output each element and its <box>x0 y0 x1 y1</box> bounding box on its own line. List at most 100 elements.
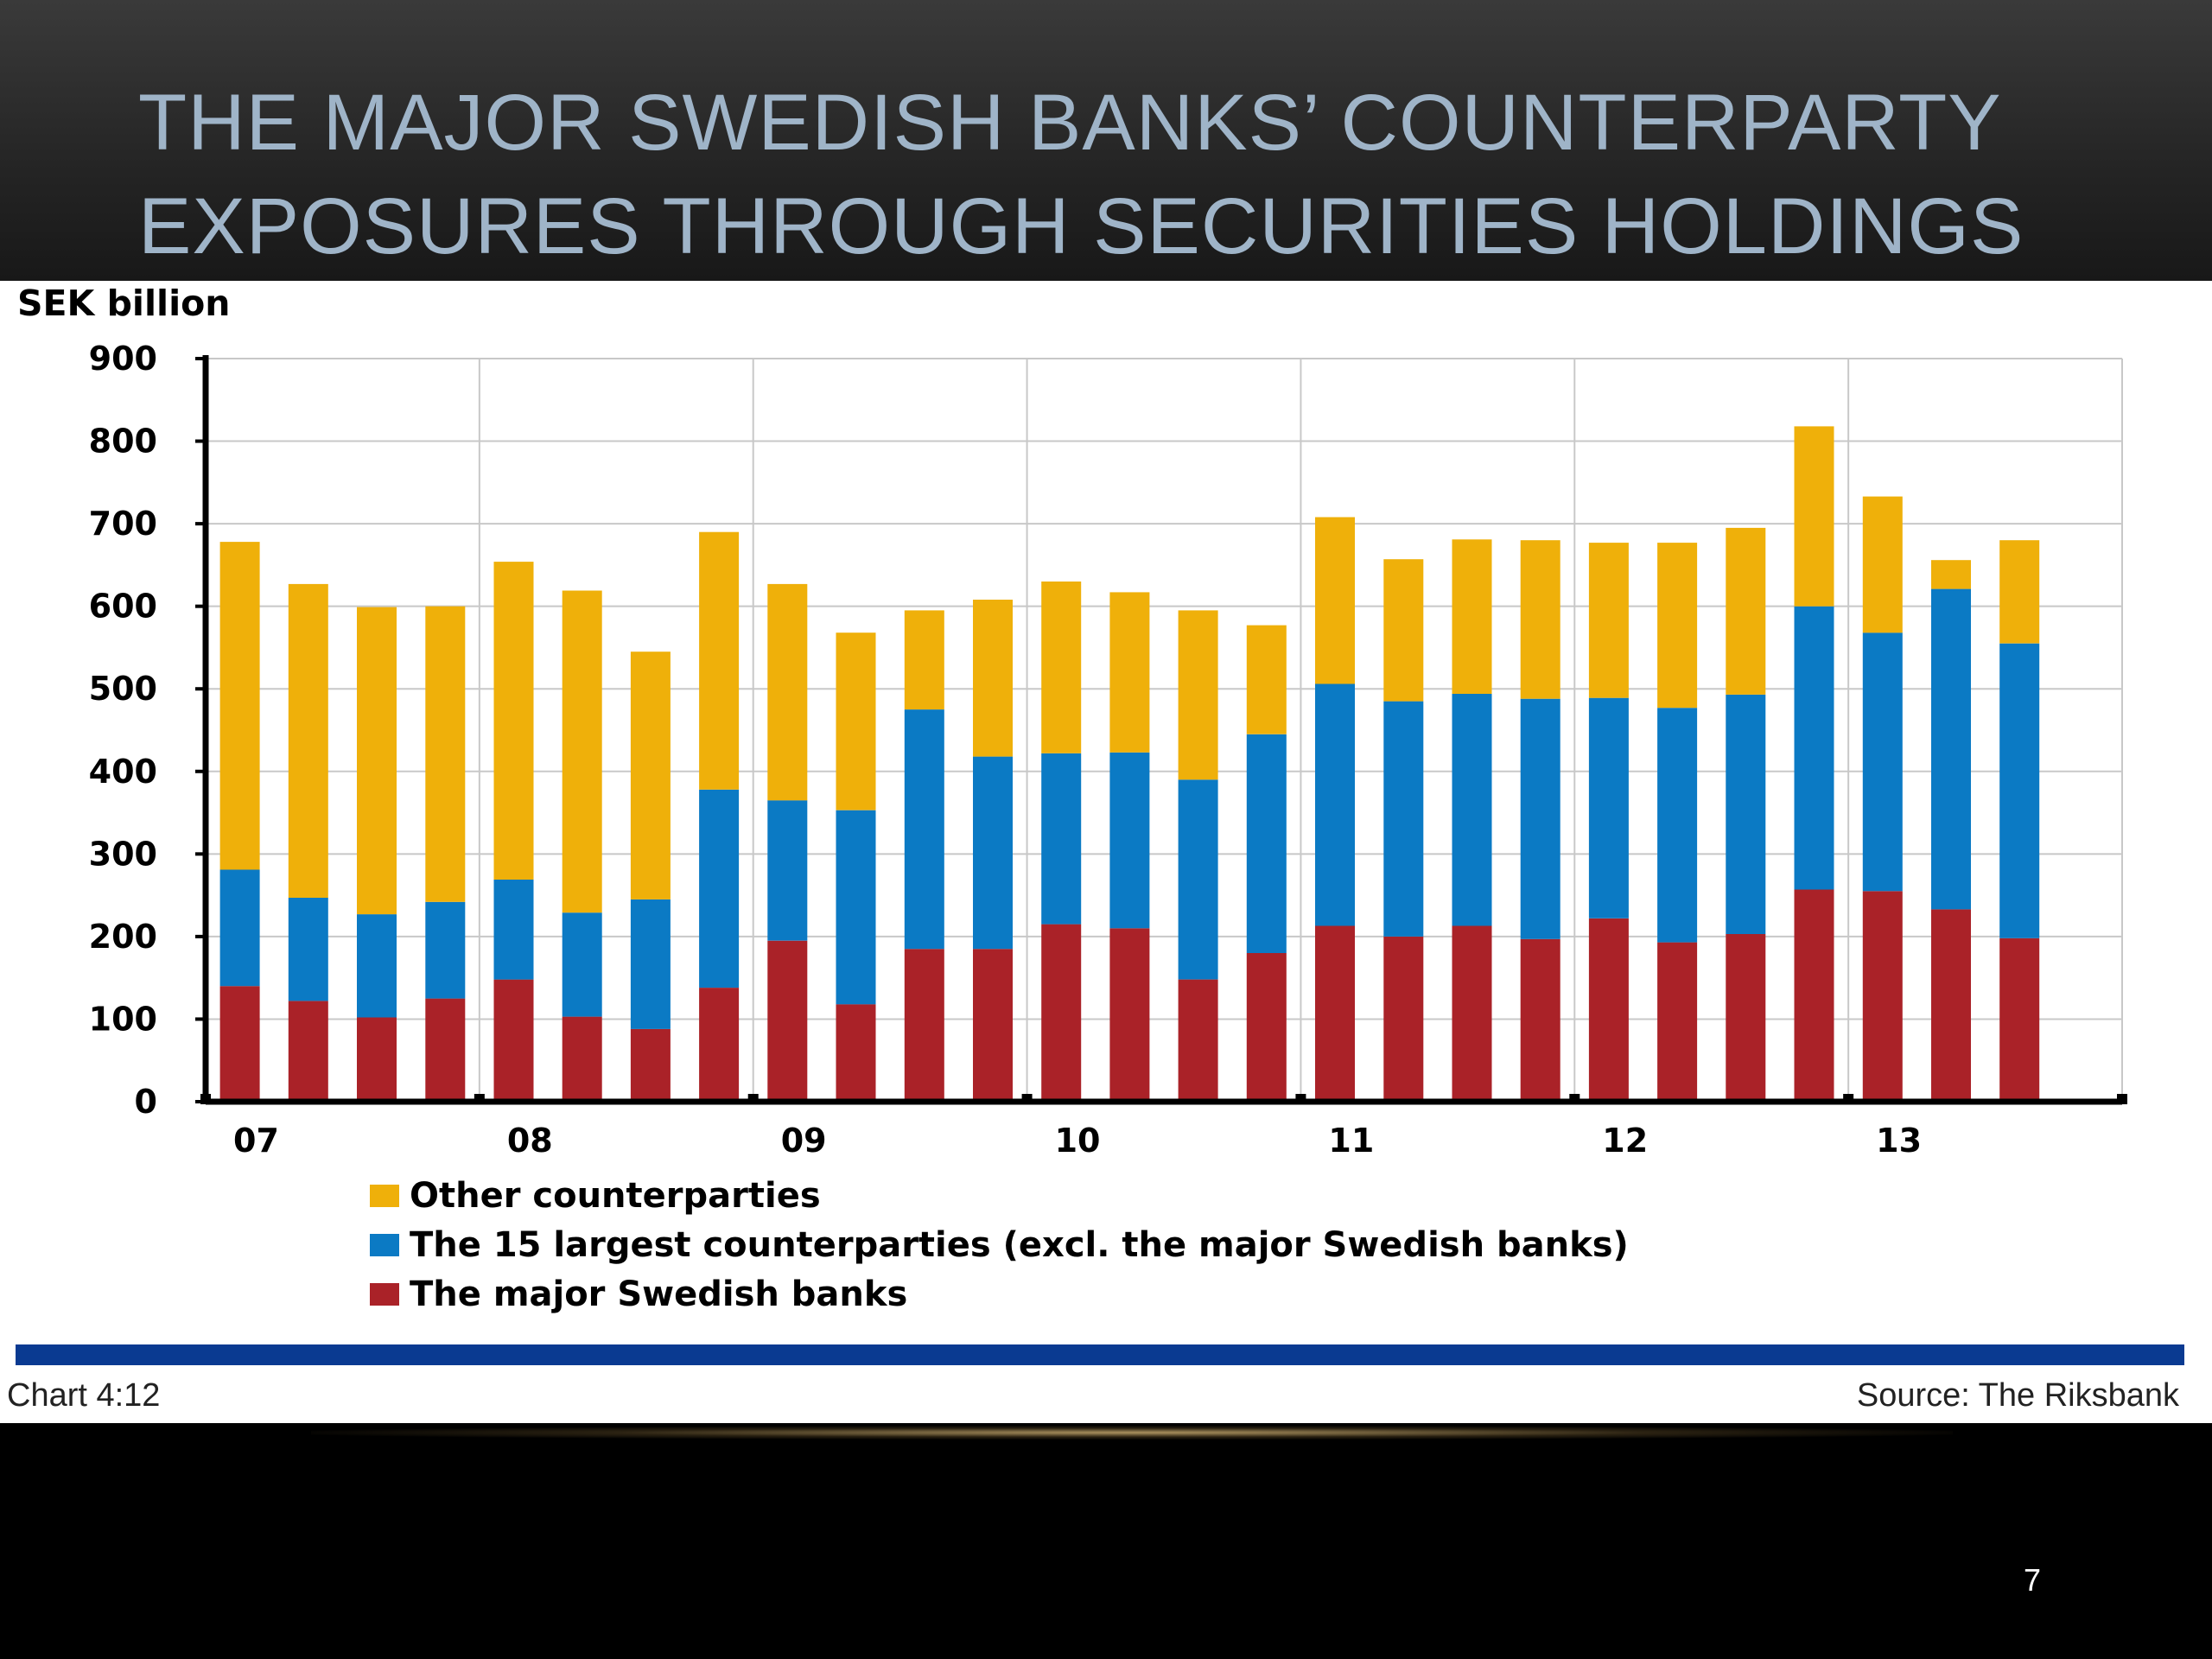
panel-bottom-glow <box>311 1426 1953 1440</box>
bar-segment-series-1 <box>836 810 876 1005</box>
bar-segment-series-2 <box>1999 540 2040 644</box>
bar-segment-series-0 <box>1520 938 1560 1102</box>
bar-segment-series-1 <box>904 709 944 950</box>
x-tick-label: 13 <box>1876 1122 1922 1160</box>
chart-panel: 0 100 200 300 400 500 600 700 800 900 07 08 09 10 11 12… <box>0 281 2212 1423</box>
bar-segment-series-0 <box>767 940 808 1102</box>
x-tick-mark <box>1295 1094 1306 1104</box>
bar-segment-series-0 <box>1452 925 1492 1102</box>
bar-segment-series-1 <box>1931 588 1971 910</box>
bar-segment-series-0 <box>357 1017 397 1102</box>
bar-segment-series-2 <box>1383 559 1424 702</box>
bar-segment-series-2 <box>1178 610 1218 780</box>
bar-segment-series-2 <box>767 583 808 801</box>
bar-segment-series-2 <box>1794 426 1834 607</box>
bar-segment-series-2 <box>1246 625 1287 734</box>
bar-segment-series-0 <box>1109 928 1150 1102</box>
x-tick-mark <box>747 1094 759 1104</box>
y-tick-label: 900 <box>89 340 157 378</box>
legend-label: The major Swedish banks <box>410 1274 907 1314</box>
bar-segment-series-0 <box>1657 942 1698 1102</box>
bar-segment-series-1 <box>1794 606 1834 890</box>
bar-segment-series-0 <box>1588 918 1629 1102</box>
bar-segment-series-1 <box>1726 694 1766 934</box>
bar-segment-series-0 <box>1999 938 2040 1102</box>
bar-segment-series-2 <box>630 652 671 899</box>
slide-header: THE MAJOR SWEDISH BANKS’ COUNTERPARTY EX… <box>0 0 2212 281</box>
bar-segment-series-1 <box>288 898 328 1001</box>
bar-segment-series-0 <box>904 949 944 1102</box>
bar-segment-series-0 <box>288 1001 328 1102</box>
slide-title: THE MAJOR SWEDISH BANKS’ COUNTERPARTY EX… <box>138 71 2039 278</box>
chart-svg: 0 100 200 300 400 500 600 700 800 900 07 08 09 10 11 12… <box>7 283 2184 1414</box>
y-tick-label: 300 <box>89 835 157 873</box>
bar-segment-series-1 <box>1383 701 1424 937</box>
bar-segment-series-0 <box>1931 909 1971 1102</box>
bar-segment-series-2 <box>288 583 328 898</box>
slide-title-line-1: THE MAJOR SWEDISH BANKS’ COUNTERPARTY <box>138 79 2002 167</box>
bar-segment-series-0 <box>1726 934 1766 1102</box>
bar-segment-series-2 <box>1931 560 1971 589</box>
y-tick-label: 400 <box>89 753 157 791</box>
bar-segment-series-1 <box>1657 708 1698 943</box>
y-axis-unit-label: SEK billion <box>17 283 231 324</box>
bar-segment-series-2 <box>1862 496 1903 633</box>
x-tick-mark <box>1021 1094 1033 1104</box>
bar-segment-series-1 <box>1588 697 1629 918</box>
bar-segment-series-0 <box>1862 891 1903 1102</box>
chart-grid <box>206 358 2123 1102</box>
bar-segment-series-2 <box>1588 543 1629 698</box>
bar-segment-series-0 <box>1041 924 1082 1102</box>
y-tick-label: 500 <box>89 670 157 708</box>
y-tick-label: 800 <box>89 423 157 461</box>
x-tick-mark <box>1569 1094 1580 1104</box>
chart-footer-rule <box>16 1344 2184 1365</box>
chart-source-label: Source: The Riksbank <box>1857 1377 2180 1414</box>
x-tick-mark <box>1843 1094 1854 1104</box>
bar-segment-series-0 <box>1794 889 1834 1102</box>
bar-segment-series-1 <box>425 901 466 999</box>
y-tick-label: 600 <box>89 588 157 626</box>
bar-segment-series-2 <box>973 600 1013 757</box>
bar-segment-series-2 <box>836 632 876 810</box>
bar-segment-series-0 <box>425 998 466 1102</box>
bar-segment-series-2 <box>904 610 944 710</box>
x-tick-mark <box>200 1094 211 1104</box>
bar-segment-series-1 <box>630 899 671 1029</box>
chart-legend: Other counterparties The 15 largest count… <box>370 1176 1629 1314</box>
bar-segment-series-2 <box>562 590 602 913</box>
x-tick-label: 10 <box>1055 1122 1101 1160</box>
bar-segment-series-0 <box>1178 979 1218 1102</box>
bar-segment-series-1 <box>973 756 1013 950</box>
x-tick-label: 11 <box>1328 1122 1374 1160</box>
bar-segment-series-2 <box>1520 540 1560 699</box>
x-tick-label: 07 <box>233 1122 279 1160</box>
bar-segment-series-2 <box>1452 539 1492 694</box>
bar-segment-series-0 <box>630 1028 671 1102</box>
bar-segment-series-2 <box>219 542 260 870</box>
bar-segment-series-1 <box>767 800 808 941</box>
bar-segment-series-1 <box>357 914 397 1018</box>
y-tick-label: 100 <box>89 1000 157 1038</box>
bar-segment-series-2 <box>493 562 534 880</box>
bar-segment-series-1 <box>562 912 602 1017</box>
bar-segment-series-1 <box>1999 643 2040 938</box>
bar-segment-series-1 <box>1862 632 1903 892</box>
legend-swatch <box>370 1283 399 1306</box>
bar-segment-series-1 <box>699 789 740 988</box>
bar-segment-series-0 <box>836 1004 876 1102</box>
bar-segment-series-0 <box>699 988 740 1102</box>
bar-segment-series-0 <box>1315 925 1355 1102</box>
bar-segment-series-2 <box>699 531 740 790</box>
bar-segment-series-1 <box>1246 734 1287 953</box>
slide-number: 7 <box>2023 1562 2042 1598</box>
bar-segment-series-1 <box>1452 694 1492 926</box>
legend-swatch <box>370 1185 399 1207</box>
legend-label: Other counterparties <box>410 1176 821 1216</box>
legend-swatch <box>370 1234 399 1256</box>
bar-segment-series-1 <box>1315 683 1355 926</box>
bar-segment-series-1 <box>1041 753 1082 925</box>
x-tick-label: 12 <box>1602 1122 1648 1160</box>
legend-label: The 15 largest counterparties (excl. the… <box>410 1225 1629 1265</box>
x-tick-mark <box>2117 1094 2127 1104</box>
